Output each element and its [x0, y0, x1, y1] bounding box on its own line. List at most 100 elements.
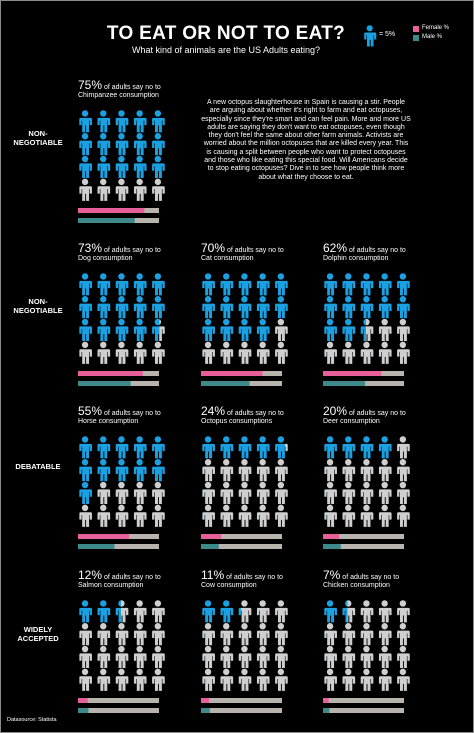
female-bar: [323, 698, 329, 703]
person-icon: [115, 504, 129, 527]
person-icon: [202, 296, 215, 319]
person-icon: [238, 318, 252, 342]
subject: Dog consumption: [78, 255, 133, 262]
subject: Cow consumption: [201, 582, 257, 589]
subject: Horse consumption: [78, 418, 139, 425]
person-icon: [378, 341, 392, 364]
person-icon: [152, 504, 165, 527]
person-icon: [324, 341, 337, 364]
person-icon: [202, 481, 215, 505]
person-icon: [97, 481, 111, 505]
person-icon: [238, 273, 252, 296]
person-icon: [275, 459, 288, 482]
person-icon: [378, 504, 392, 527]
person-icon: [79, 155, 92, 179]
person-icon: [115, 110, 129, 133]
person-icon: [324, 481, 337, 505]
person-icon: [378, 481, 392, 505]
person-icon: [152, 273, 165, 296]
person-icon: [220, 623, 234, 646]
pictogram: [324, 273, 410, 364]
person-icon: [378, 600, 392, 623]
footer: Datasource: Statista: [7, 717, 57, 723]
pictogram: [324, 600, 410, 691]
person-icon: [97, 504, 111, 527]
person-icon: [79, 110, 92, 133]
legend-label: Female %: [422, 25, 450, 31]
person-icon: [115, 296, 129, 319]
person-icon: [79, 600, 92, 623]
bar-track: [78, 698, 159, 703]
person-icon: [397, 318, 410, 342]
pictogram-group: [79, 110, 165, 201]
person-icon: [256, 645, 270, 669]
male-bar: [201, 544, 219, 549]
caption: of adults say no to: [348, 247, 406, 254]
pictogram: [79, 436, 165, 527]
person-icon: [220, 481, 234, 505]
person-icon: [397, 341, 410, 364]
person-icon: [115, 273, 129, 296]
person-icon: [152, 645, 165, 669]
person-icon: [378, 668, 392, 691]
person-icon: [397, 668, 410, 691]
person-icon: [220, 504, 234, 527]
person-icon: [360, 645, 374, 669]
person-icon: [79, 504, 92, 527]
person-icon: [133, 318, 147, 342]
percent: 20%: [323, 404, 348, 418]
person-icon: [275, 318, 288, 342]
person-icon: [152, 110, 165, 133]
person-icon: [152, 600, 165, 623]
person-icon: [79, 668, 92, 691]
person-icon: [378, 459, 392, 482]
pictogram: [202, 436, 288, 527]
percent: 73%: [78, 241, 103, 255]
person-icon: [97, 600, 111, 623]
person-icon: [275, 436, 288, 459]
person-icon: [97, 178, 111, 201]
person-icon: [202, 668, 215, 691]
female-bar: [78, 208, 145, 213]
person-icon: [152, 133, 165, 156]
person-icon: [256, 273, 270, 296]
bar-track: [323, 698, 404, 703]
caption: of adults say no to: [103, 247, 161, 254]
pictogram-group: [79, 600, 165, 691]
person-icon: [202, 318, 215, 342]
person-icon: [220, 600, 234, 623]
gender-bars: [201, 371, 282, 386]
pictogram: [79, 600, 165, 691]
gender-bars: [323, 371, 404, 386]
gender-bars: [78, 371, 159, 386]
pictogram-group: [324, 600, 410, 691]
person-icon: [152, 623, 165, 646]
caption: of adults say no to: [226, 574, 283, 581]
person-icon: [360, 318, 374, 342]
person-icon: [133, 623, 147, 646]
person-icon: [238, 481, 252, 505]
person-icon: [79, 296, 92, 319]
panel-caption: 11% of adults say no to Cow consumption: [201, 569, 316, 590]
female-bar: [78, 534, 130, 539]
person-icon: [79, 436, 92, 459]
percent: 75%: [78, 78, 103, 92]
person-icon: [115, 133, 129, 156]
legend-icon: [364, 25, 377, 47]
person-icon: [97, 668, 111, 691]
person-icon: [152, 296, 165, 319]
person-icon: [397, 600, 410, 623]
male-bar: [78, 544, 115, 549]
person-icon: [256, 341, 270, 364]
person-icon: [360, 668, 374, 691]
person-icon: [275, 623, 288, 646]
person-icon: [202, 645, 215, 669]
pictogram: [202, 600, 288, 691]
subject: Octopus consumptions: [201, 418, 273, 425]
person-icon: [152, 178, 165, 201]
male-bar: [78, 218, 135, 223]
subject: Deer consumption: [323, 418, 380, 425]
person-icon: [97, 623, 111, 646]
person-icon: [275, 600, 288, 623]
person-icon: [378, 436, 392, 459]
